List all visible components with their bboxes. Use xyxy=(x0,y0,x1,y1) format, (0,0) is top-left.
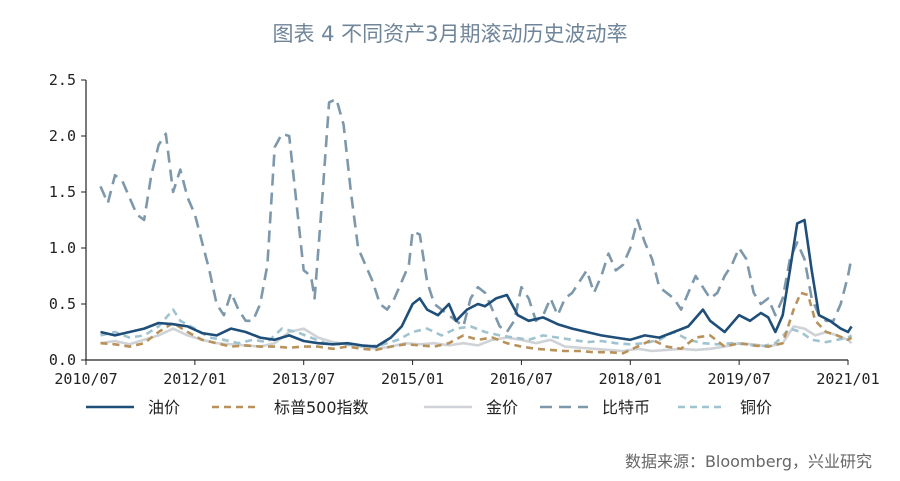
legend-label-4: 铜价 xyxy=(740,398,772,417)
legend: 油价 标普500指数 金价 比特币 铜价 xyxy=(86,398,772,417)
series-line-3 xyxy=(99,97,853,334)
y-tick-label: 1.5 xyxy=(49,183,76,201)
x-tick-label: 2012/01 xyxy=(163,370,226,388)
x-tick-label: 2013/07 xyxy=(272,370,335,388)
y-tick-label: 0.5 xyxy=(49,295,76,313)
x-tick-label: 2018/01 xyxy=(599,370,662,388)
y-tick-label: 2.5 xyxy=(49,71,76,89)
source-note: 数据来源：Bloomberg，兴业研究 xyxy=(624,452,872,471)
x-tick-label: 2010/07 xyxy=(54,370,117,388)
y-tick-label: 1.0 xyxy=(49,239,76,257)
legend-label-0: 油价 xyxy=(148,398,180,417)
y-tick-label: 2.0 xyxy=(49,127,76,145)
series-line-0 xyxy=(100,218,853,348)
axes: 0.0 0.5 1.0 1.5 2.0 2.5 2010/07 2012/01 2013/07 2… xyxy=(49,71,880,388)
legend-label-1: 标普500指数 xyxy=(274,398,369,417)
x-tick-label: 2016/07 xyxy=(490,370,553,388)
series-line-4 xyxy=(100,308,853,348)
legend-label-2: 金价 xyxy=(486,398,518,417)
chart-title: 图表 4 不同资产3月期滚动历史波动率 xyxy=(272,22,628,46)
series-layer xyxy=(99,97,853,355)
y-tick-label: 0.0 xyxy=(49,351,76,369)
x-tick-label: 2015/01 xyxy=(381,370,444,388)
x-tick-label: 2021/01 xyxy=(816,370,879,388)
series-line-1 xyxy=(100,291,853,355)
legend-label-3: 比特币 xyxy=(602,398,650,417)
x-tick-label: 2019/07 xyxy=(708,370,771,388)
